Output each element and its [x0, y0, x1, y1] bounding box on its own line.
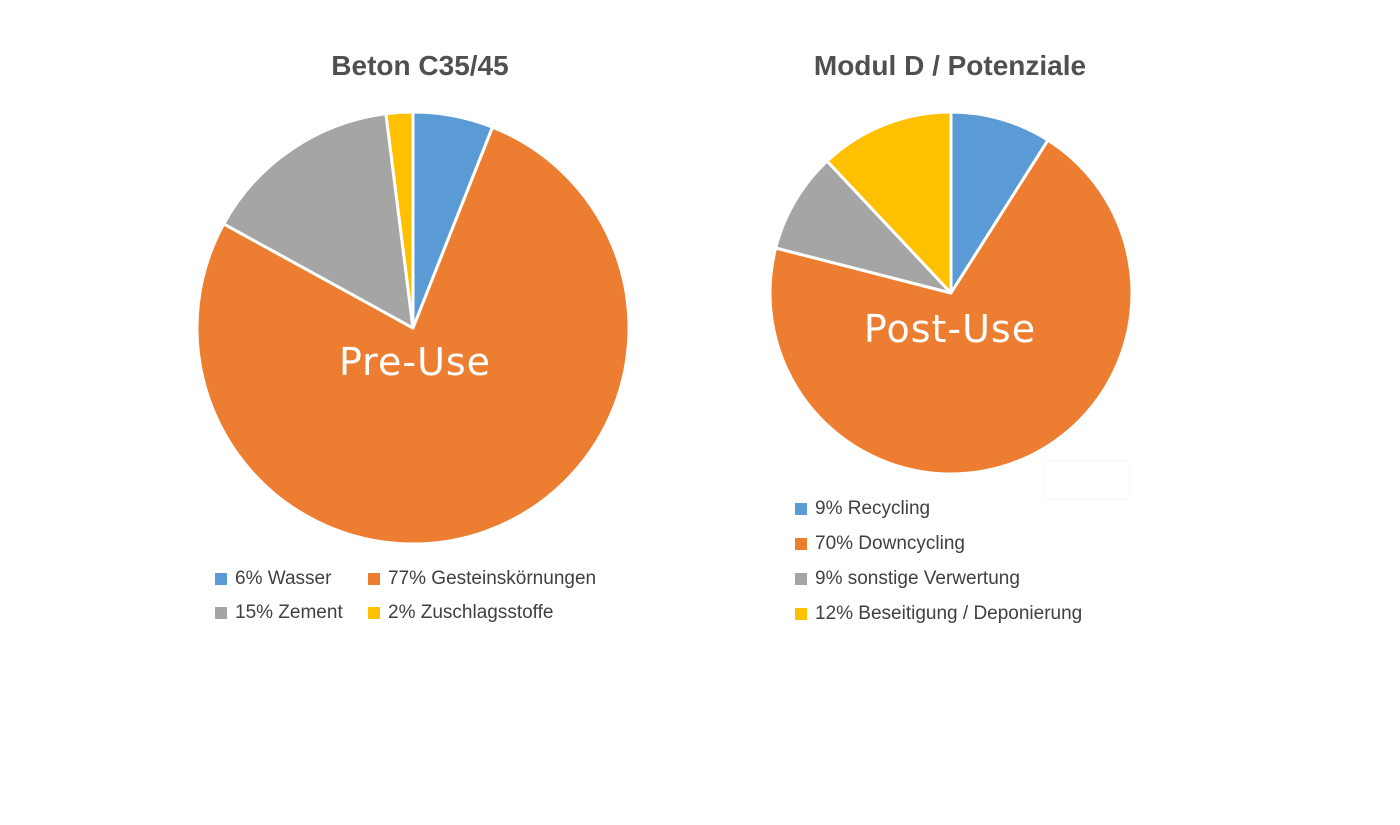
legend-label: 9% Recycling: [815, 498, 931, 519]
legend-item-recycling: 9% Recycling: [795, 498, 930, 520]
pie-center-label: Post-Use: [863, 307, 1037, 351]
legend-swatch: [795, 538, 807, 550]
legend-swatch: [368, 573, 380, 585]
pie-chart-post-use: Modul D / Potenziale Post-Use 9% Recycli…: [740, 0, 1160, 650]
pie-plot: [195, 110, 631, 546]
legend-item-zement: 15% Zement: [215, 602, 343, 624]
legend: 9% Recycling 70% Downcycling 9% sonstige…: [795, 498, 1155, 628]
legend-swatch: [215, 573, 227, 585]
legend-item-downcycling: 70% Downcycling: [795, 533, 965, 555]
legend-swatch: [368, 607, 380, 619]
legend-item-beseitigung-deponierung: 12% Beseitigung / Deponierung: [795, 603, 1082, 625]
legend-label: 15% Zement: [235, 602, 343, 623]
legend: 6% Wasser 77% Gesteinskörnungen 15% Zeme…: [215, 568, 655, 628]
legend-label: 70% Downcycling: [815, 533, 965, 554]
pie-slice-1: [768, 138, 1134, 476]
legend-item-sonstige-verwertung: 9% sonstige Verwertung: [795, 568, 1020, 590]
legend-swatch: [795, 608, 807, 620]
legend-item-wasser: 6% Wasser: [215, 568, 331, 590]
legend-swatch: [795, 503, 807, 515]
chart-title: Beton C35/45: [331, 50, 509, 81]
blank-label-box: [1045, 462, 1129, 498]
pie-slice-0: [949, 110, 1050, 295]
pie-slice-3: [825, 110, 953, 295]
legend-label: 6% Wasser: [235, 568, 332, 589]
legend-swatch: [795, 573, 807, 585]
pie-slice-1: [195, 125, 631, 546]
pie-center-label: Pre-Use: [338, 340, 492, 384]
legend-item-zuschlagsstoffe: 2% Zuschlagsstoffe: [368, 602, 553, 624]
pie-chart-pre-use: Beton C35/45 Pre-Use 6% Wasser 77% Geste…: [170, 0, 670, 650]
legend-swatch: [215, 607, 227, 619]
pie-slice-3: [384, 110, 415, 330]
chart-title: Modul D / Potenziale: [813, 50, 1087, 81]
pie-plot: [768, 110, 1134, 476]
pie-slice-2: [774, 159, 953, 295]
legend-item-gesteinskoernungen: 77% Gesteinskörnungen: [368, 568, 596, 590]
legend-label: 12% Beseitigung / Deponierung: [815, 603, 1083, 624]
legend-label: 2% Zuschlagsstoffe: [388, 602, 554, 623]
legend-label: 77% Gesteinskörnungen: [388, 568, 597, 589]
pie-slice-2: [222, 112, 415, 330]
legend-label: 9% sonstige Verwertung: [815, 568, 1020, 589]
